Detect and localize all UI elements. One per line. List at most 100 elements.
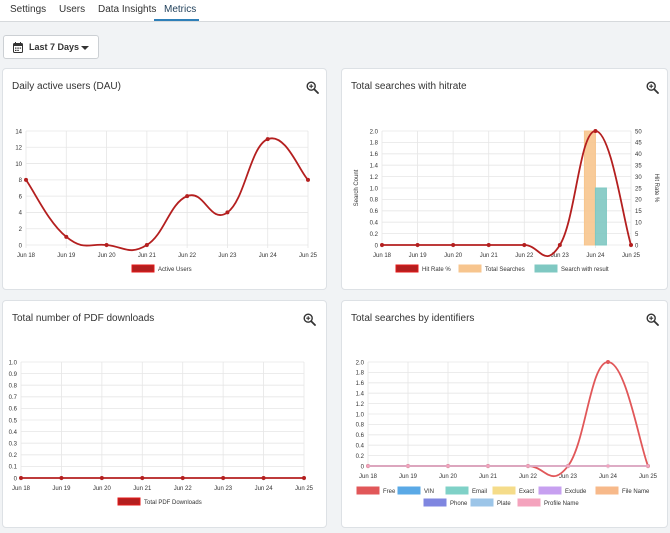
data-point-hit-rate- [415, 243, 420, 247]
data-point-hit-rate- [486, 243, 491, 247]
series-line-free [368, 361, 649, 478]
x-tick-label: Jun 23 [218, 253, 237, 259]
tab-data-insights[interactable]: Data Insights [98, 4, 157, 15]
data-point-profile-name [646, 464, 650, 468]
active-tab-indicator [154, 19, 199, 21]
legend-label-profile-name: Profile Name [544, 501, 579, 507]
x-tick-label: Jun 19 [52, 486, 71, 492]
legend-label-hit-rate-: Hit Rate % [422, 267, 451, 273]
chevron-down-icon [81, 46, 89, 50]
x-tick-label: Jun 18 [12, 486, 31, 492]
calendar-icon [13, 42, 23, 53]
data-point-active-users [104, 243, 109, 247]
y-tick-label: 0.6 [370, 209, 379, 215]
data-point-profile-name [566, 464, 570, 468]
data-point-profile-name [606, 464, 610, 468]
y-tick-label: 0.8 [9, 384, 18, 390]
hitrate-card: Total searches with hitrate 0 0.2 0.4 0.6 0.… [341, 68, 668, 290]
data-point-active-users [24, 177, 28, 182]
data-point-hit-rate- [380, 243, 384, 247]
legend-swatch-free [356, 486, 380, 495]
bar-total-searches [583, 130, 596, 246]
legend-label-file-name: File Name [622, 489, 650, 495]
y2-tick-label: 35 [635, 164, 642, 170]
x-tick-label: Jun 25 [295, 486, 314, 492]
y2-tick-label: 50 [635, 129, 642, 135]
data-point-profile-name [526, 464, 530, 468]
y2-tick-label: 30 [635, 175, 642, 181]
y-tick-label: 0.4 [356, 444, 365, 450]
data-point-hit-rate- [451, 243, 456, 247]
y2-axis-label: Hit Rate % [653, 174, 659, 203]
card-title: Total number of PDF downloads [12, 313, 155, 324]
zoom-in-icon[interactable] [646, 81, 659, 94]
data-point-total-pdf-downloads [99, 476, 104, 480]
y-tick-label: 0 [375, 243, 379, 249]
legend-swatch-search-with-result [534, 264, 558, 273]
x-tick-label: Jun 24 [255, 486, 274, 492]
tab-bar: Settings Users Data Insights Metrics [0, 0, 670, 22]
x-tick-label: Jun 23 [551, 253, 570, 259]
y-tick-label: 2.0 [370, 129, 379, 135]
data-point-total-pdf-downloads [221, 476, 226, 480]
y-tick-label: 0.2 [9, 453, 18, 459]
legend-swatch-exact [492, 486, 516, 495]
zoom-in-icon[interactable] [646, 313, 659, 326]
y2-tick-label: 15 [635, 209, 642, 215]
bar-search-with-result [594, 187, 607, 246]
legend-swatch-email [445, 486, 469, 495]
data-point-hit-rate- [522, 243, 527, 247]
data-point-total-pdf-downloads [302, 476, 306, 480]
legend-swatch-active-users [131, 264, 155, 273]
data-point-hit-rate- [557, 243, 562, 247]
data-point-profile-name [406, 464, 410, 468]
y-tick-label: 10 [15, 162, 22, 168]
legend-swatch-file-name [595, 486, 619, 495]
data-point-total-pdf-downloads [140, 476, 145, 480]
x-tick-label: Jun 19 [57, 253, 76, 259]
tab-metrics[interactable]: Metrics [164, 4, 197, 15]
legend-label-email: Email [472, 489, 487, 495]
x-tick-label: Jun 20 [444, 253, 463, 259]
y2-tick-label: 25 [635, 186, 642, 192]
y2-tick-label: 20 [635, 198, 642, 204]
y-tick-label: 12 [15, 146, 22, 152]
x-tick-label: Jun 21 [479, 474, 498, 480]
pdf-downloads-card: Total number of PDF downloads 0 0.1 0.2 0.3… [2, 300, 327, 528]
y-tick-label: 0.4 [370, 221, 379, 227]
data-point-total-pdf-downloads [261, 476, 266, 480]
y-tick-label: 8 [19, 178, 23, 184]
legend-label-search-with-result: Search with result [561, 267, 609, 273]
x-tick-label: Jun 18 [17, 253, 36, 259]
legend-label-exclude: Exclude [565, 489, 587, 495]
data-point-active-users [144, 243, 149, 247]
tab-users[interactable]: Users [59, 4, 86, 15]
y-tick-label: 1.8 [370, 141, 379, 147]
tab-settings[interactable]: Settings [10, 4, 47, 15]
identifiers-chart: 0 0.2 0.4 0.6 0.8 1.0 1.2 1.4 1.6 1.8 2.0 Jun 18 Jun… [356, 360, 658, 507]
y2-tick-label: 5 [635, 232, 639, 238]
zoom-in-icon[interactable] [303, 313, 316, 326]
y-tick-label: 0.3 [9, 442, 18, 448]
x-tick-label: Jun 19 [399, 474, 418, 480]
y-tick-label: 2.0 [356, 360, 365, 366]
date-range-dropdown[interactable]: Last 7 Days [3, 35, 99, 59]
y-tick-label: 1.0 [370, 186, 379, 192]
data-point-total-pdf-downloads [19, 476, 23, 480]
legend-swatch-exclude [538, 486, 562, 495]
zoom-in-icon[interactable] [306, 81, 319, 94]
x-tick-label: Jun 24 [586, 253, 605, 259]
x-tick-label: Jun 19 [409, 253, 428, 259]
x-tick-label: Jun 18 [359, 474, 378, 480]
x-tick-label: Jun 25 [299, 253, 318, 259]
card-title: Total searches by identifiers [351, 313, 475, 324]
x-tick-label: Jun 25 [622, 253, 641, 259]
y-tick-label: 0.4 [9, 430, 18, 436]
data-point-active-users [225, 210, 230, 215]
identifiers-card: Total searches by identifiers 0 0.2 0.4 0.6… [341, 300, 668, 528]
legend-swatch-vin [397, 486, 421, 495]
hitrate-chart: 0 0.2 0.4 0.6 0.8 1.0 1.2 1.4 1.6 1.8 2.0 0 5 10 15 20 2… [354, 129, 659, 273]
y-tick-label: 0 [361, 464, 365, 470]
legend-label-exact: Exact [519, 489, 534, 495]
y-tick-label: 1.6 [370, 152, 379, 158]
